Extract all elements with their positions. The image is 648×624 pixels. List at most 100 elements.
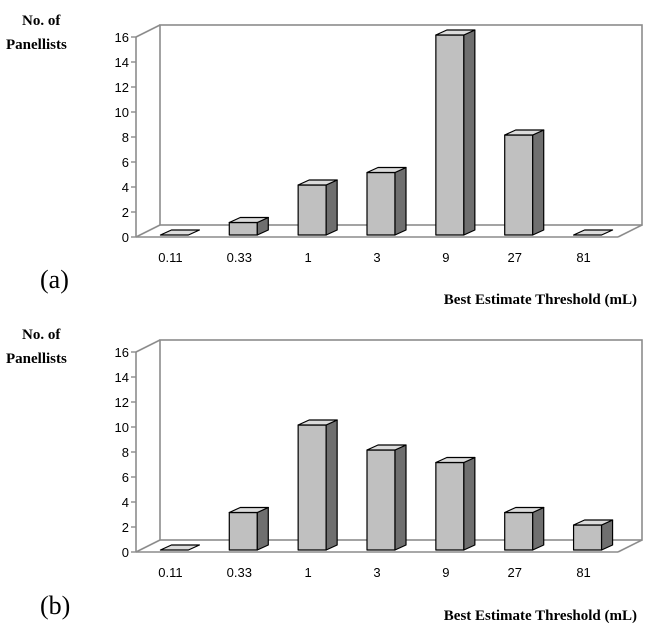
floor-left-edge — [135, 539, 161, 553]
bar — [504, 506, 545, 551]
x-tick-label: 0.11 — [158, 565, 182, 580]
floor-right-edge — [617, 539, 643, 553]
bar-side — [463, 29, 476, 236]
chart-b: No. of Panellists (b) Best Estimate Thre… — [6, 327, 643, 624]
y-tick-label: 10 — [115, 420, 129, 435]
y-tick-label: 16 — [115, 345, 129, 360]
y-tick-label: 10 — [115, 105, 129, 120]
bar-top — [504, 129, 545, 136]
bar-side — [532, 506, 545, 551]
y-tick-label: 12 — [115, 80, 129, 95]
bar-top — [572, 519, 614, 526]
y-tick-label: 12 — [115, 395, 129, 410]
x-tick-label: 9 — [442, 565, 449, 580]
bar-front — [504, 511, 534, 551]
x-tick-label: 3 — [373, 565, 380, 580]
top-edge — [135, 339, 161, 353]
bar — [159, 544, 201, 551]
y-tick-label: 14 — [115, 370, 129, 385]
top-edge — [135, 24, 161, 38]
bar-front — [435, 34, 465, 236]
y-tick-label: 0 — [122, 545, 129, 560]
x-tick-labels: 0.11 0.33 1 3 9 27 81 — [158, 565, 591, 580]
floor-left-edge — [135, 224, 161, 238]
bar-front — [228, 511, 258, 551]
y-tick-label: 4 — [122, 180, 129, 195]
floor-right-edge — [617, 224, 643, 238]
y-tick-labels: 0 2 4 6 8 10 12 14 16 — [115, 345, 136, 560]
bar — [297, 179, 338, 236]
bar — [228, 216, 269, 236]
bar-side — [256, 506, 269, 551]
bar-side — [463, 456, 476, 551]
bar-side — [394, 166, 407, 236]
bar-front — [297, 424, 327, 551]
x-tick-label: 3 — [373, 250, 380, 265]
bar — [366, 444, 407, 551]
bar-top — [366, 166, 407, 174]
x-tick-label: 81 — [576, 250, 590, 265]
bar — [572, 519, 614, 551]
panel-label: (b) — [40, 591, 70, 620]
x-tick-label: 81 — [576, 565, 590, 580]
bar-side — [325, 419, 338, 551]
bar-side — [325, 179, 338, 236]
x-tick-label: 0.33 — [227, 250, 252, 265]
x-tick-label: 9 — [442, 250, 449, 265]
bar-top — [297, 419, 338, 426]
y-tick-label: 2 — [122, 205, 129, 220]
bar-front — [504, 134, 534, 236]
x-tick-label: 27 — [507, 250, 521, 265]
x-tick-label: 1 — [305, 250, 312, 265]
bar-front — [297, 184, 327, 236]
y-tick-label: 4 — [122, 495, 129, 510]
panel-label: (a) — [40, 265, 69, 294]
y-tick-label: 14 — [115, 55, 129, 70]
bar-side — [394, 444, 407, 551]
y-axis-label-line2: Panellists — [6, 351, 67, 367]
bar — [228, 506, 269, 551]
bars — [159, 419, 614, 551]
bar-top — [228, 216, 269, 224]
x-tick-label: 0.33 — [227, 565, 252, 580]
bar — [159, 229, 201, 236]
y-tick-label: 6 — [122, 470, 129, 485]
y-tick-label: 8 — [122, 130, 129, 145]
bar-top — [435, 456, 476, 464]
bar — [435, 456, 476, 551]
bar-front — [435, 461, 465, 551]
bar-top — [366, 444, 407, 451]
bar — [435, 29, 476, 236]
bar-side — [532, 129, 545, 236]
y-tick-label: 2 — [122, 520, 129, 535]
x-tick-label: 27 — [507, 565, 521, 580]
x-axis-label: Best Estimate Threshold (mL) — [444, 292, 637, 308]
bar-top — [435, 29, 476, 36]
y-tick-label: 8 — [122, 445, 129, 460]
x-tick-labels: 0.11 0.33 1 3 9 27 81 — [158, 250, 591, 265]
bar-front — [572, 524, 603, 551]
bar — [572, 229, 614, 236]
y-axis-label-line1: No. of — [22, 327, 61, 343]
bar-top — [297, 179, 338, 186]
bar — [504, 129, 545, 236]
x-tick-label: 0.11 — [158, 250, 182, 265]
y-tick-label: 6 — [122, 155, 129, 170]
x-axis-label: Best Estimate Threshold (mL) — [444, 608, 637, 624]
y-axis-label-line2: Panellists — [6, 37, 67, 53]
bar-top — [504, 506, 545, 514]
chart-a: No. of Panellists (a) Best Estimate Thre… — [6, 13, 643, 308]
bar — [297, 419, 338, 551]
y-axis-label-line1: No. of — [22, 13, 61, 29]
bars — [159, 29, 614, 236]
x-tick-label: 1 — [305, 565, 312, 580]
y-tick-labels: 0 2 4 6 8 10 12 14 16 — [115, 30, 136, 245]
y-tick-label: 16 — [115, 30, 129, 45]
bar-top — [159, 229, 201, 236]
bar-top — [228, 506, 269, 514]
bar-front — [366, 449, 396, 551]
y-tick-label: 0 — [122, 230, 129, 245]
bar-top — [572, 229, 614, 236]
bar-front — [228, 221, 258, 236]
